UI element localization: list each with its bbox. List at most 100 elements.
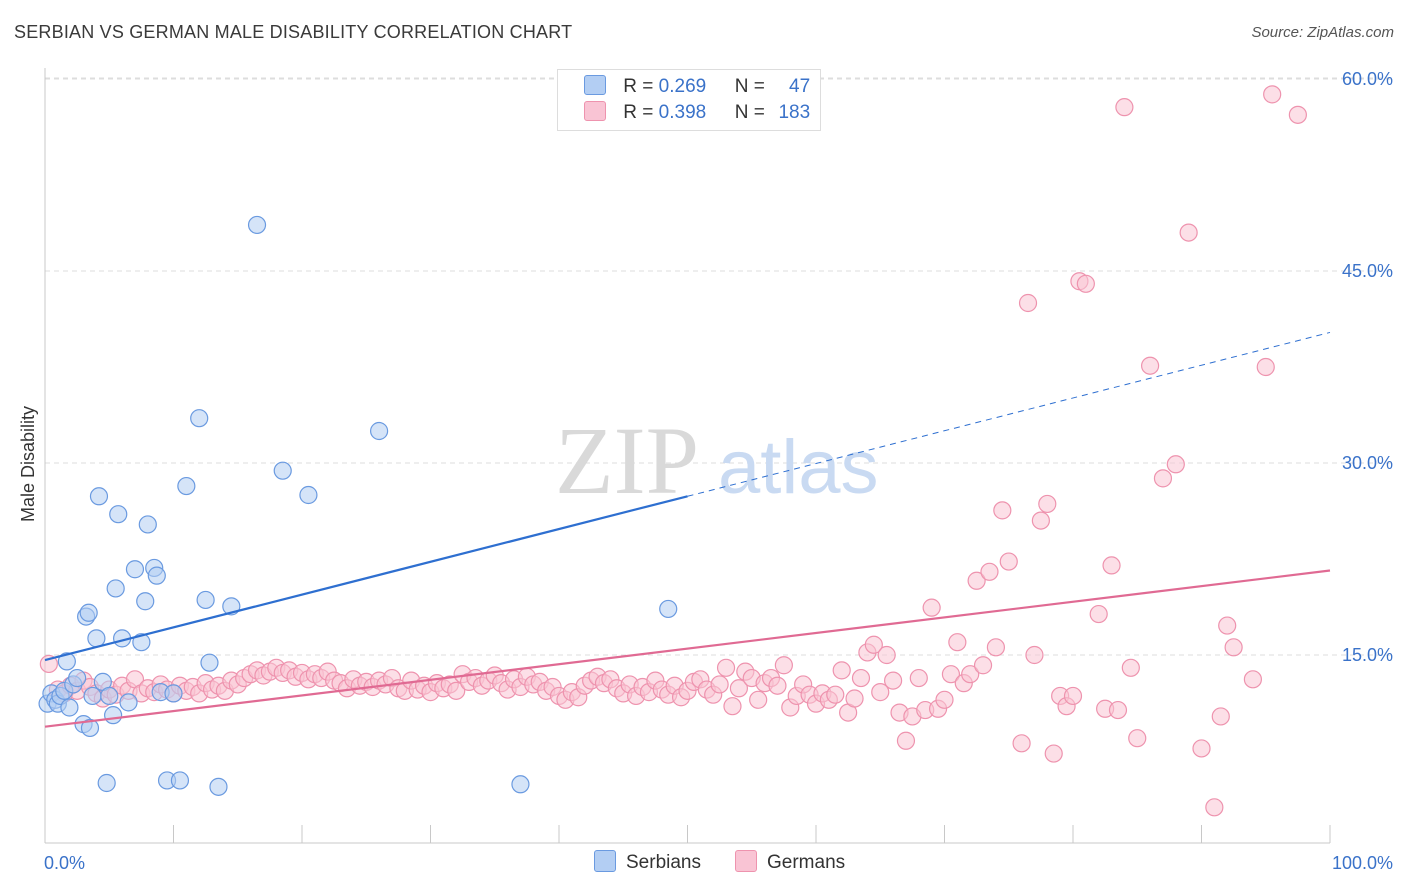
germans-point — [447, 681, 466, 700]
serbians-point — [89, 487, 109, 506]
germans-point — [973, 656, 993, 675]
serbians-point — [132, 633, 151, 652]
serbians-point — [87, 629, 106, 648]
germans-swatch-icon — [584, 100, 606, 121]
germans-point — [864, 635, 883, 654]
germans-n-label: N = — [734, 102, 771, 123]
serbians-point — [80, 718, 100, 738]
germans-point — [1044, 744, 1063, 763]
germans-point — [723, 697, 742, 716]
germans-point — [1243, 670, 1263, 689]
germans-point — [948, 633, 967, 652]
serbians-point — [109, 505, 128, 524]
y-tick-label-15: 15.0% — [1342, 645, 1393, 665]
germans-point — [1115, 98, 1134, 117]
germans-point — [749, 690, 768, 709]
serbians-point — [60, 698, 79, 717]
germans-point — [999, 552, 1018, 571]
germans-point — [1140, 356, 1160, 375]
germans-point — [961, 665, 980, 684]
serbians-point — [299, 485, 318, 505]
germans-point — [1153, 469, 1173, 488]
germans-point — [1121, 658, 1140, 677]
serbians-point — [83, 686, 102, 706]
axes — [44, 68, 1331, 844]
x-tick-label-min: 0.0% — [44, 853, 85, 873]
germans-point — [710, 675, 729, 694]
germans-point — [1205, 798, 1224, 817]
germans-point — [1018, 293, 1038, 313]
germans-point — [1218, 616, 1237, 635]
germans-point — [1224, 638, 1243, 657]
germans-point — [941, 665, 961, 684]
serbians-point — [196, 590, 215, 610]
germans-point — [1102, 556, 1121, 575]
germans-point — [986, 638, 1006, 657]
serbians-trend-extension — [687, 331, 1331, 497]
serbians-n-value: 47 — [789, 76, 811, 97]
serbians-point — [273, 461, 292, 480]
germans-point — [1025, 645, 1044, 665]
legend-row-serbians: R = 0.269 N = 47 — [584, 74, 811, 100]
serbians-point — [209, 777, 228, 796]
serbians-point — [119, 693, 138, 712]
germans-legend-swatch-icon — [735, 850, 757, 872]
germans-point — [716, 658, 736, 677]
watermark-atlas: atlas — [718, 425, 879, 510]
serbians-n-label: N = — [734, 76, 771, 97]
serbians-trend-line — [44, 495, 688, 662]
watermark: ZIP atlas — [555, 407, 879, 514]
serbians-point — [79, 603, 98, 622]
germans-point — [845, 689, 864, 708]
serbians-point — [106, 579, 125, 598]
serbians-legend-swatch-icon — [594, 850, 616, 872]
y-axis-label: Male Disability — [18, 406, 38, 522]
legend-entry-serbians: Serbians — [594, 850, 701, 874]
germans-point — [1288, 105, 1307, 124]
germans-point — [967, 571, 986, 590]
serbians-r-label: R = — [623, 76, 659, 97]
serbians-point — [370, 421, 389, 441]
germans-point — [896, 731, 916, 750]
germans-trend-line — [44, 569, 1331, 728]
germans-point — [1256, 357, 1275, 377]
germans-point — [1128, 729, 1147, 748]
grid-lines — [45, 77, 1395, 656]
germans-r-label: R = — [623, 102, 659, 123]
germans-point — [768, 676, 787, 695]
serbians-legend-label: Serbians — [626, 852, 701, 874]
germans-point — [774, 656, 793, 675]
serbians-point — [57, 652, 76, 671]
serbians-point — [104, 706, 123, 725]
serbians-swatch-icon — [584, 74, 606, 95]
germans-point — [871, 683, 890, 702]
watermark-zip: ZIP — [555, 407, 699, 514]
serbians-point — [97, 773, 116, 793]
serbians-point — [200, 653, 219, 672]
y-tick-label-30: 30.0% — [1342, 453, 1393, 473]
germans-point — [1179, 223, 1198, 242]
germans-r-value: 0.398 — [658, 102, 707, 123]
y-tick-label-60: 60.0% — [1342, 69, 1393, 89]
tick-labels: 0.0% 100.0% 15.0% 30.0% 45.0% 60.0% Male… — [18, 69, 1393, 873]
germans-n-value: 183 — [778, 102, 811, 123]
germans-point — [1076, 274, 1095, 293]
serbians-point — [659, 599, 678, 619]
germans-point — [1012, 734, 1031, 753]
legend-entry-germans: Germans — [735, 850, 845, 874]
germans-point — [980, 562, 999, 581]
correlation-legend: R = 0.269 N = 47 R = 0.398 N = 183 — [557, 69, 821, 131]
trend-lines — [44, 331, 1331, 728]
serbians-point — [100, 686, 119, 706]
serbians-points — [38, 215, 678, 796]
germans-points — [39, 85, 1307, 817]
serbians-point — [177, 476, 196, 496]
serbians-point — [138, 515, 157, 534]
germans-point — [1108, 700, 1128, 720]
serbians-point — [511, 775, 530, 794]
germans-point — [832, 661, 851, 680]
serbians-point — [136, 592, 155, 611]
germans-point — [883, 671, 903, 690]
serbians-point — [190, 409, 209, 428]
